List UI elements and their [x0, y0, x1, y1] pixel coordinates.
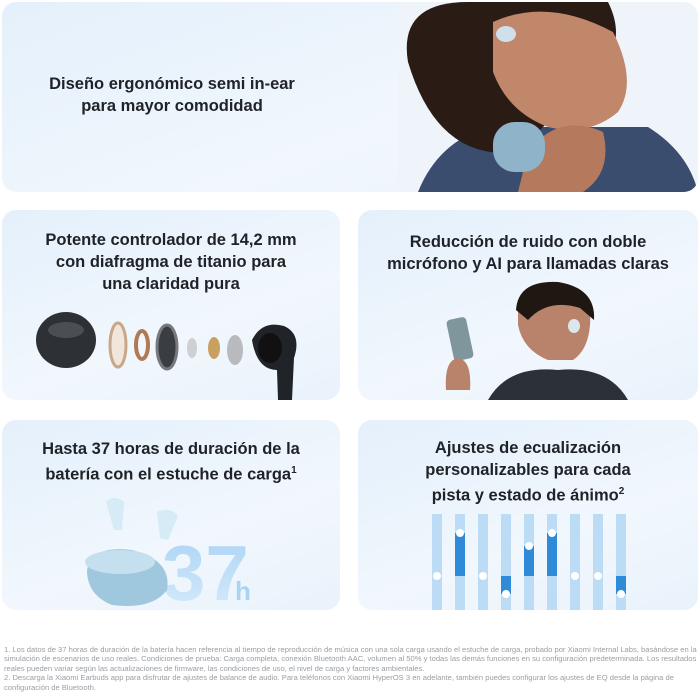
card: Ajustes de ecualización personalizables … — [358, 420, 698, 610]
title-line: micrófono y AI para llamadas claras — [387, 255, 669, 273]
title-line: una claridad pura — [102, 275, 240, 293]
card: Potente controlador de 14,2 mm con diafr… — [2, 210, 340, 400]
card-title: Potente controlador de 14,2 mm con diafr… — [2, 229, 340, 295]
title-line: personalizables para cada — [425, 461, 631, 479]
title-line: Reducción de ruido con doble — [409, 233, 647, 251]
title-line: con diafragma de titanio para — [55, 253, 287, 271]
footnote-ref: 1 — [291, 465, 297, 476]
eq-sliders — [432, 514, 626, 610]
title-line: batería con el estuche de carga1 — [2, 460, 340, 486]
card: Diseño ergonómico semi in-ear para mayor… — [2, 2, 698, 192]
driver-exploded-view — [36, 312, 297, 400]
title-line: para mayor comodidad — [81, 97, 263, 115]
title-line: Diseño ergonómico semi in-ear — [49, 75, 295, 93]
card-title: Diseño ergonómico semi in-ear para mayor… — [2, 73, 342, 117]
card: Reducción de ruido con doble micrófono y… — [358, 210, 698, 400]
footnote: 2. Descarga la Xiaomi Earbuds app para d… — [4, 673, 674, 692]
title-line: Potente controlador de 14,2 mm — [45, 231, 297, 249]
card-title: Reducción de ruido con doble micrófono y… — [358, 231, 698, 275]
title-line: Hasta 37 horas de duración de la — [42, 440, 300, 458]
card: Hasta 37 horas de duración de la batería… — [2, 420, 340, 610]
footnote: 1. Los datos de 37 horas de duración de … — [4, 645, 697, 673]
title-text: pista y estado de ánimo — [431, 486, 619, 505]
hours-unit: h — [235, 576, 251, 606]
hours-graphic: 37 — [162, 529, 249, 610]
title-line: Ajustes de ecualización — [434, 439, 622, 457]
photo-woman — [398, 2, 698, 192]
footnote-ref: 2 — [618, 486, 625, 497]
card-title: Ajustes de ecualización personalizables … — [358, 437, 698, 507]
earbuds-case: 37 h — [85, 498, 251, 610]
title-text: batería con el estuche de carga — [45, 465, 292, 484]
card-title: Hasta 37 horas de duración de la batería… — [2, 438, 340, 486]
photo-call — [445, 281, 628, 400]
title-line: pista y estado de ánimo2 — [358, 481, 698, 507]
footnotes: 1. Los datos de 37 horas de duración de … — [4, 645, 698, 692]
